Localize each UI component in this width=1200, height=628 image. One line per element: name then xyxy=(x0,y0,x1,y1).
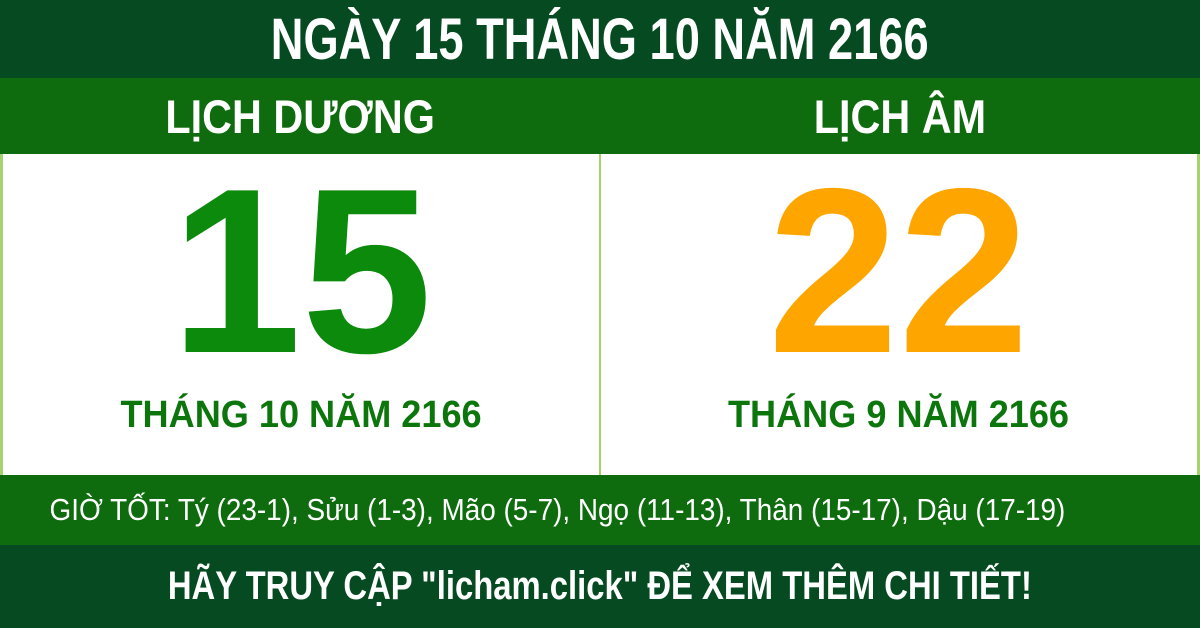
date-header: NGÀY 15 THÁNG 10 NĂM 2166 xyxy=(0,0,1200,78)
column-divider xyxy=(599,154,601,475)
lunar-calendar-label: LỊCH ÂM xyxy=(813,89,987,143)
good-hours-text: GIỜ TỐT: Tý (23-1), Sửu (1-3), Mão (5-7)… xyxy=(49,492,1066,527)
lunar-month-year: THÁNG 9 NĂM 2166 xyxy=(727,394,1070,436)
lunar-panel: 22 THÁNG 9 NĂM 2166 xyxy=(600,139,1197,475)
calendar-type-band: LỊCH DƯƠNG LỊCH ÂM xyxy=(0,78,1200,154)
solar-day-number: 15 xyxy=(170,139,433,402)
calendar-body: 15 THÁNG 10 NĂM 2166 22 THÁNG 9 NĂM 2166 xyxy=(0,139,1200,475)
solar-panel: 15 THÁNG 10 NĂM 2166 xyxy=(3,139,600,475)
lunar-calendar-header: LỊCH ÂM xyxy=(600,78,1200,154)
solar-calendar-label: LỊCH DƯƠNG xyxy=(165,89,435,143)
good-hours-bar: GIỜ TỐT: Tý (23-1), Sửu (1-3), Mão (5-7)… xyxy=(0,475,1200,545)
date-header-title: NGÀY 15 THÁNG 10 NĂM 2166 xyxy=(271,6,929,72)
footer-banner: HÃY TRUY CẬP "licham.click" ĐỂ XEM THÊM … xyxy=(0,545,1200,628)
solar-calendar-header: LỊCH DƯƠNG xyxy=(0,78,600,154)
solar-month-year: THÁNG 10 NĂM 2166 xyxy=(120,394,483,436)
lunar-day-number: 22 xyxy=(767,139,1030,402)
footer-cta: HÃY TRUY CẬP "licham.click" ĐỂ XEM THÊM … xyxy=(167,564,1033,608)
